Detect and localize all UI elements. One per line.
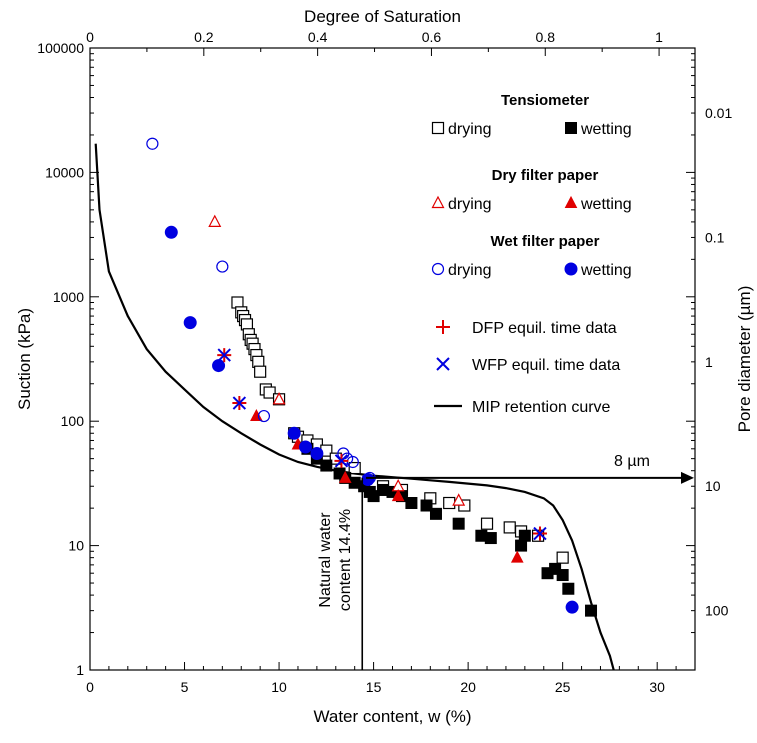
- tensiometer-wetting-point: [562, 582, 575, 595]
- y-tick-label: 1000: [53, 289, 84, 305]
- x-tick-label: 15: [366, 679, 382, 695]
- wfp-equil-time-data-point: [533, 526, 547, 541]
- legend-marker: [564, 262, 578, 276]
- tensiometer-drying-point: [263, 386, 276, 399]
- wet-filter-paper-wetting-point: [565, 600, 579, 614]
- tensiometer-drying-point: [556, 551, 569, 564]
- tensiometer-wetting-point: [518, 529, 531, 542]
- natural-water-label-1: Natural water: [317, 512, 334, 608]
- x-tick-label: 25: [555, 679, 571, 695]
- top-tick-label: 0.6: [422, 29, 442, 45]
- tensiometer-wetting-point: [320, 459, 333, 472]
- y-tick-label: 1: [76, 662, 84, 678]
- top-tick-label: 0.8: [536, 29, 556, 45]
- x-axis-label: Water content, w (%): [313, 707, 471, 726]
- tensiometer-wetting-point: [452, 517, 465, 530]
- wfp-equil-time-data-point: [232, 396, 247, 410]
- top-tick-label: 0: [86, 29, 94, 45]
- legend-label: drying: [448, 121, 492, 138]
- tensiometer-drying-point: [254, 365, 267, 378]
- y-tick-label: 10000: [45, 164, 84, 180]
- legend-marker: [436, 320, 450, 334]
- legend-group-title: Dry filter paper: [492, 167, 599, 184]
- legend-marker: [564, 195, 578, 208]
- tensiometer-wetting-point: [515, 539, 528, 552]
- legend-label: wetting: [580, 121, 632, 138]
- tensiometer-wetting-point: [549, 562, 562, 575]
- right-tick-label: 0.1: [705, 229, 725, 245]
- top-axis-label: Degree of Saturation: [304, 7, 461, 26]
- legend-label: wetting: [580, 262, 632, 279]
- tensiometer-drying-point: [480, 517, 494, 530]
- mip-curve: [94, 143, 615, 671]
- dry-filter-paper-drying-point: [272, 392, 286, 405]
- legend-label: WFP equil. time data: [472, 357, 620, 374]
- legend-label: DFP equil. time data: [472, 320, 617, 337]
- legend-label: MIP retention curve: [472, 399, 611, 416]
- legend-label: drying: [448, 196, 492, 213]
- wet-filter-paper-drying-point: [216, 260, 229, 273]
- wet-filter-paper-wetting-point: [183, 316, 197, 330]
- natural-water-label-2: content 14.4%: [337, 509, 354, 611]
- tensiometer-wetting-point: [420, 499, 433, 512]
- wet-filter-paper-drying-point: [346, 455, 359, 469]
- tensiometer-wetting-point: [484, 532, 497, 545]
- y-tick-label: 100000: [37, 40, 84, 56]
- tensiometer-wetting-point: [585, 604, 598, 617]
- dry-filter-paper-wetting-point: [338, 470, 352, 483]
- wet-filter-paper-wetting-point: [299, 440, 313, 454]
- arrow-head: [681, 471, 694, 484]
- x-tick-label: 0: [86, 679, 94, 695]
- legend-marker: [431, 262, 445, 276]
- wet-filter-paper-drying-point: [146, 137, 159, 150]
- dry-filter-paper-wetting-point: [391, 489, 405, 502]
- arrow-label: 8 µm: [614, 453, 650, 470]
- wfp-equil-time-data-point: [217, 348, 231, 362]
- wet-filter-paper-drying-point: [257, 409, 271, 423]
- right-tick-label: 100: [705, 603, 729, 619]
- tensiometer-drying-point: [348, 461, 361, 475]
- dry-filter-paper-drying-point: [208, 214, 222, 228]
- x-tick-label: 20: [460, 679, 476, 695]
- legend-label: drying: [448, 262, 492, 279]
- wet-filter-paper-wetting-point: [164, 225, 178, 239]
- tensiometer-wetting-point: [405, 497, 418, 510]
- dry-filter-paper-wetting-point: [510, 550, 524, 563]
- x-tick-label: 5: [181, 679, 189, 695]
- right-tick-label: 10: [705, 478, 721, 494]
- top-tick-label: 0.4: [308, 29, 328, 45]
- dry-filter-paper-drying-point: [452, 493, 466, 506]
- tensiometer-wetting-point: [429, 507, 442, 520]
- legend-group-title: Tensiometer: [501, 92, 589, 109]
- tensiometer-drying-point: [443, 496, 456, 510]
- y-tick-label: 10: [68, 538, 84, 554]
- top-tick-label: 1: [655, 29, 663, 45]
- right-axis-label: Pore diameter (µm): [735, 286, 754, 433]
- x-tick-label: 30: [649, 679, 665, 695]
- y-axis-label: Suction (kPa): [15, 308, 34, 410]
- wfp-equil-time-data-point: [334, 454, 349, 468]
- wet-filter-paper-wetting-point: [287, 426, 301, 440]
- legend-marker: [565, 122, 577, 134]
- y-tick-label: 100: [61, 413, 85, 429]
- legend-group-title: Wet filter paper: [491, 233, 600, 250]
- right-tick-label: 1: [705, 354, 713, 370]
- wet-filter-paper-wetting-point: [361, 472, 375, 486]
- top-tick-label: 0.2: [194, 29, 214, 45]
- legend-marker: [431, 195, 445, 209]
- legend-marker: [431, 121, 445, 135]
- legend-label: wetting: [580, 196, 632, 213]
- tensiometer-wetting-point: [367, 490, 380, 503]
- legend-marker: [436, 357, 450, 371]
- tensiometer-drying-point: [503, 521, 516, 534]
- right-tick-label: 0.01: [705, 105, 732, 121]
- wet-filter-paper-wetting-point: [310, 446, 324, 460]
- tensiometer-wetting-point: [556, 569, 569, 582]
- x-tick-label: 10: [271, 679, 287, 695]
